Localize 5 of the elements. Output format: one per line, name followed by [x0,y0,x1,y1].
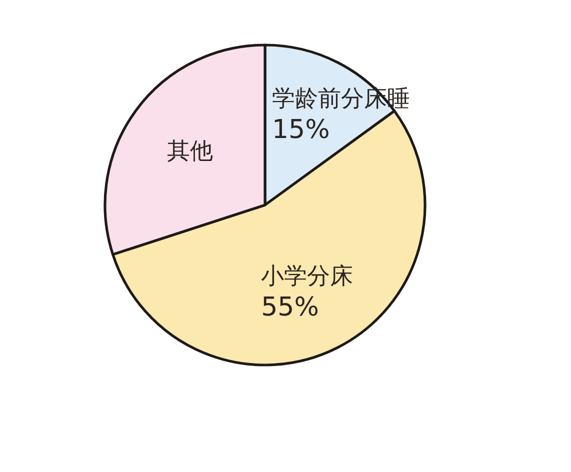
slice-label: 其他 [166,138,213,164]
slice-label: 学龄前分床睡 [272,86,410,112]
slice-label: 小学分床 [261,264,354,290]
data-label: 55% [261,292,319,323]
data-label: 15% [272,114,330,145]
